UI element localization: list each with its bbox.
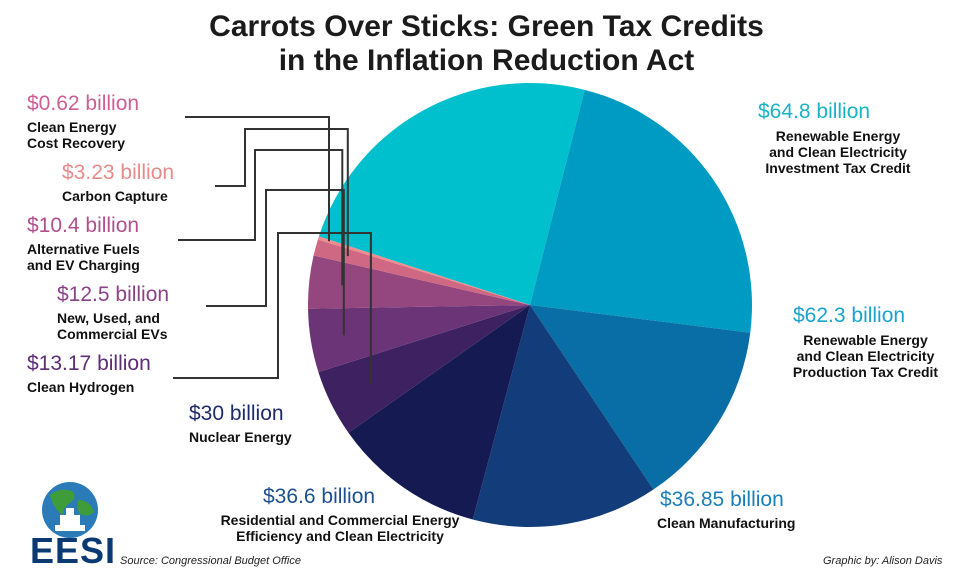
slice-label-alternative-fuels: Alternative Fuels and EV Charging bbox=[27, 241, 140, 273]
slice-label-nuclear: Nuclear Energy bbox=[189, 429, 292, 445]
graphic-credit: Graphic by: Alison Davis bbox=[823, 555, 943, 567]
slice-label-residential: Residential and Commercial Energy Effici… bbox=[220, 512, 460, 544]
pie-slice-3 bbox=[472, 305, 654, 527]
eesi-logo-text: EESI bbox=[30, 530, 117, 571]
chart-title-line-1: Carrots Over Sticks: Green Tax Credits bbox=[209, 10, 764, 43]
pie-slice-7 bbox=[307, 255, 530, 309]
slice-label-carbon-capture: Carbon Capture bbox=[62, 188, 168, 204]
slice-label-production-tax-credit: Renewable Energy and Clean Electricity P… bbox=[792, 332, 939, 380]
slice-label-clean-hydrogen: Clean Hydrogen bbox=[27, 379, 135, 395]
leader-line-8 bbox=[215, 128, 349, 257]
slice-value-clean-hydrogen: $13.17 billion bbox=[27, 352, 151, 375]
source-note: Source: Congressional Budget Office bbox=[120, 555, 301, 567]
slice-value-cost-recovery: $0.62 billion bbox=[27, 92, 140, 115]
leader-line-7 bbox=[178, 149, 344, 286]
pie-slice-2 bbox=[530, 305, 751, 490]
pie-slice-8 bbox=[313, 239, 530, 305]
chart-title-line-2: in the Inflation Reduction Act bbox=[278, 44, 695, 77]
slice-value-investment-tax-credit: $64.8 billion bbox=[758, 100, 871, 123]
slice-value-nuclear: $30 billion bbox=[189, 402, 284, 425]
slice-value-carbon-capture: $3.23 billion bbox=[62, 161, 175, 184]
slice-value-production-tax-credit: $62.3 billion bbox=[793, 304, 906, 327]
slice-label-cost-recovery: Clean Energy Cost Recovery bbox=[27, 119, 126, 151]
pie-slice-1 bbox=[530, 89, 752, 333]
leader-line-6 bbox=[206, 189, 345, 336]
leader-line-5 bbox=[173, 232, 372, 384]
slice-value-clean-manufacturing: $36.85 billion bbox=[660, 488, 784, 511]
slice-value-alternative-fuels: $10.4 billion bbox=[27, 214, 140, 237]
pie-slice-5 bbox=[318, 305, 530, 433]
pie-slice-4 bbox=[348, 305, 530, 520]
slice-label-evs: New, Used, and Commercial EVs bbox=[57, 310, 168, 342]
slice-value-residential: $36.6 billion bbox=[263, 485, 376, 508]
slice-label-clean-manufacturing: Clean Manufacturing bbox=[657, 515, 796, 531]
eesi-globe-icon bbox=[42, 482, 98, 538]
pie-slice-0 bbox=[318, 82, 585, 305]
slice-value-evs: $12.5 billion bbox=[57, 283, 170, 306]
pie-slice-6 bbox=[308, 305, 530, 373]
leader-line-9 bbox=[185, 116, 330, 242]
slice-label-investment-tax-credit: Renewable Energy and Clean Electricity I… bbox=[765, 128, 911, 176]
